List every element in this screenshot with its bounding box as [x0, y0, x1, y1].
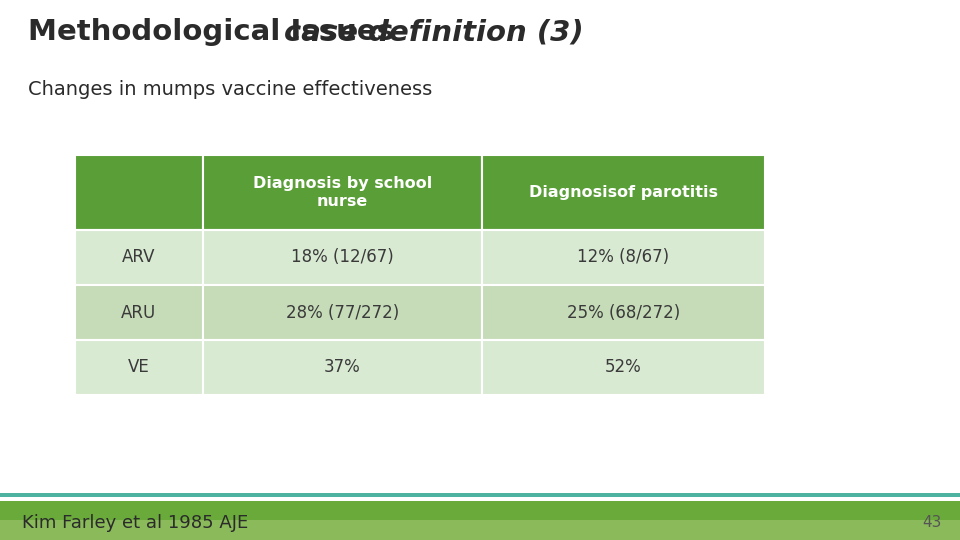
Bar — [482, 230, 765, 285]
Text: 12% (8/67): 12% (8/67) — [578, 248, 670, 267]
Bar — [203, 340, 482, 395]
Bar — [203, 285, 482, 340]
Bar — [203, 155, 482, 230]
Text: 52%: 52% — [605, 359, 642, 376]
Text: Diagnosis by school
nurse: Diagnosis by school nurse — [252, 176, 432, 208]
Text: case definition (3): case definition (3) — [284, 18, 584, 46]
Text: 43: 43 — [923, 515, 942, 530]
Text: 37%: 37% — [324, 359, 361, 376]
Text: ARU: ARU — [121, 303, 156, 321]
Bar — [0, 501, 960, 521]
Text: 28% (77/272): 28% (77/272) — [286, 303, 399, 321]
Bar — [75, 230, 203, 285]
Text: 25% (68/272): 25% (68/272) — [567, 303, 681, 321]
Text: VE: VE — [128, 359, 150, 376]
Bar — [0, 521, 960, 540]
Bar — [75, 285, 203, 340]
Bar — [482, 285, 765, 340]
Bar — [75, 155, 203, 230]
Text: Diagnosisof parotitis: Diagnosisof parotitis — [529, 185, 718, 200]
Bar — [203, 230, 482, 285]
Bar — [0, 493, 960, 497]
Text: Changes in mumps vaccine effectiveness: Changes in mumps vaccine effectiveness — [28, 80, 432, 99]
Text: Methodological Issues: Methodological Issues — [28, 18, 394, 46]
Text: ARV: ARV — [122, 248, 156, 267]
Text: 18% (12/67): 18% (12/67) — [291, 248, 394, 267]
Bar — [482, 340, 765, 395]
Bar — [75, 340, 203, 395]
Text: Kim Farley et al 1985 AJE: Kim Farley et al 1985 AJE — [22, 514, 249, 531]
Bar — [482, 155, 765, 230]
